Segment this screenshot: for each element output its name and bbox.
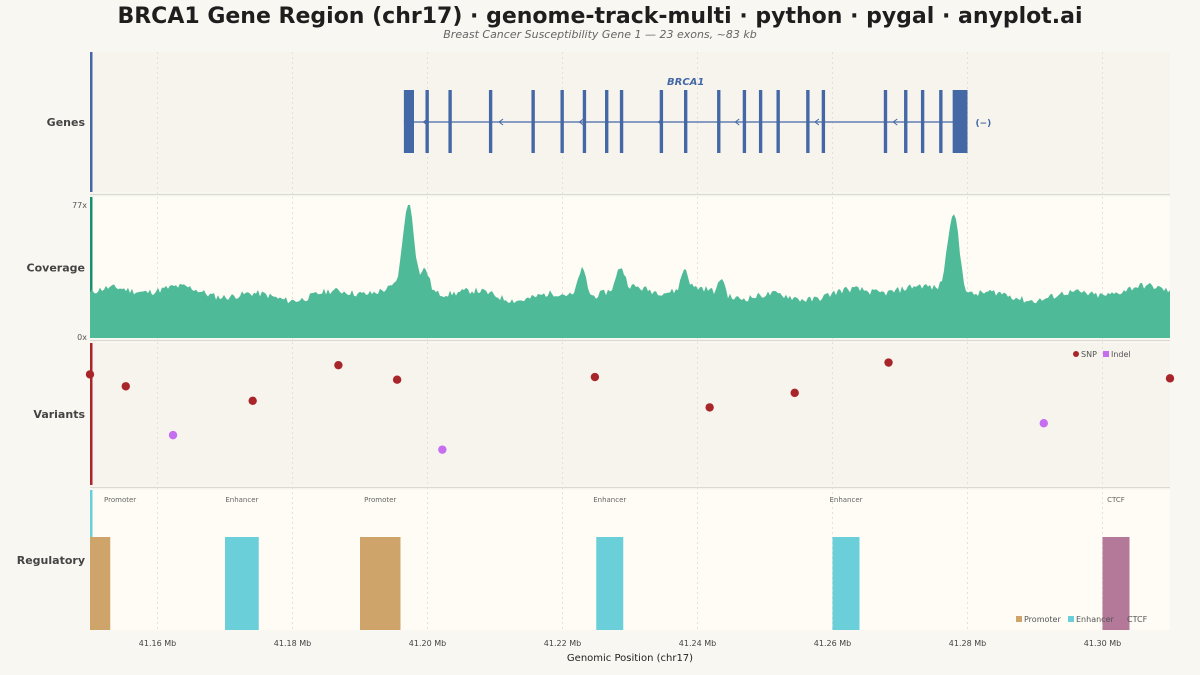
- strand-arrow: [422, 118, 428, 126]
- x-tick-label: 41.22 Mb: [544, 639, 581, 648]
- x-tick-label: 41.16 Mb: [139, 639, 176, 648]
- legend-enhancer-marker: [1068, 616, 1074, 622]
- regulatory-label: CTCF: [1107, 496, 1125, 504]
- x-tick-label: 41.28 Mb: [949, 639, 986, 648]
- gene-exon: [582, 90, 587, 153]
- strand-arrow: [498, 118, 504, 126]
- legend-snp-marker: [1073, 351, 1079, 357]
- gene-exon: [952, 90, 968, 153]
- regulatory-promoter: [90, 537, 111, 630]
- gene-exon: [776, 90, 780, 153]
- chart-title: BRCA1 Gene Region (chr17) · genome-track…: [117, 4, 1083, 29]
- regulatory-label: Promoter: [364, 496, 396, 504]
- legend-indel-label: Indel: [1111, 350, 1131, 359]
- snp-point: [1165, 374, 1175, 383]
- legend-snp-label: SNP: [1081, 350, 1097, 359]
- snp-point: [85, 370, 95, 379]
- chart-subtitle: Breast Cancer Susceptibility Gene 1 — 23…: [443, 28, 757, 41]
- track-label: Coverage: [27, 262, 85, 275]
- track-background: [90, 490, 1170, 630]
- track-accent-bar: [90, 52, 93, 192]
- legend-enhancer-label: Enhancer: [1076, 615, 1114, 624]
- snp-point: [121, 382, 130, 391]
- strand-arrow: [734, 118, 740, 126]
- track-accent-bar: [90, 197, 93, 338]
- track-background: [90, 343, 1170, 485]
- legend-ctcf-label: CTCF: [1127, 615, 1148, 624]
- regulatory-label: Enhancer: [829, 496, 862, 504]
- gene-exon: [684, 90, 688, 153]
- indel-point: [1039, 419, 1048, 428]
- gene-exon: [939, 90, 943, 153]
- regulatory-enhancer: [596, 537, 624, 630]
- legend-promoter-label: Promoter: [1024, 615, 1061, 624]
- gene-exon: [659, 90, 664, 153]
- gene-exon: [758, 90, 763, 153]
- gene-exon: [403, 90, 414, 153]
- strand-arrow: [657, 118, 663, 126]
- gene-name-label: BRCA1: [667, 77, 704, 88]
- x-tick-label: 41.18 Mb: [274, 639, 311, 648]
- regulatory-label: Enhancer: [593, 496, 626, 504]
- regulatory-promoter: [360, 537, 401, 630]
- strand-arrow: [814, 118, 820, 126]
- regulatory-enhancer: [832, 537, 860, 630]
- gene-exon: [717, 90, 721, 153]
- coverage-ymax-label: 77x: [72, 201, 87, 210]
- gene-exon: [448, 90, 452, 153]
- x-axis-label: Genomic Position (chr17): [567, 653, 693, 664]
- snp-point: [392, 375, 402, 384]
- snp-point: [884, 358, 893, 367]
- legend-ctcf-marker: [1119, 616, 1125, 622]
- gene-exon: [488, 90, 493, 153]
- strand-arrow: [892, 118, 898, 126]
- x-tick-label: 41.26 Mb: [814, 639, 851, 648]
- regulatory-label: Promoter: [104, 496, 136, 504]
- strand-arrow: [578, 118, 584, 126]
- indel-point: [438, 445, 447, 454]
- snp-point: [790, 388, 799, 398]
- gene-exon: [920, 90, 925, 153]
- gene-exon: [904, 90, 908, 153]
- track-label: Regulatory: [17, 554, 85, 567]
- regulatory-label: Enhancer: [225, 496, 258, 504]
- legend-promoter-marker: [1016, 616, 1022, 622]
- coverage-ymin-label: 0x: [77, 333, 87, 342]
- track-label: Variants: [33, 408, 85, 421]
- snp-point: [248, 396, 257, 405]
- gene-exon: [806, 90, 810, 153]
- gene-exon: [605, 90, 609, 153]
- track-accent-bar: [90, 343, 93, 485]
- gene-exon: [560, 90, 564, 153]
- gene-exon: [821, 90, 826, 153]
- regulatory-enhancer: [225, 537, 259, 630]
- snp-point: [334, 360, 343, 370]
- gene-exon: [742, 90, 747, 153]
- indel-point: [168, 430, 178, 440]
- gene-exon: [883, 90, 888, 153]
- x-tick-label: 41.30 Mb: [1084, 639, 1121, 648]
- track-label: Genes: [47, 116, 86, 129]
- gene-exon: [531, 90, 535, 153]
- x-tick-label: 41.24 Mb: [679, 639, 716, 648]
- coverage-area: [90, 205, 1170, 338]
- gene-exon: [425, 90, 429, 153]
- legend-indel-marker: [1103, 351, 1109, 357]
- strand-label: (−): [976, 119, 992, 129]
- gene-exon: [619, 90, 624, 153]
- x-tick-label: 41.20 Mb: [409, 639, 446, 648]
- snp-point: [590, 372, 600, 382]
- regulatory-ctcf: [1102, 537, 1130, 630]
- snp-point: [705, 403, 714, 412]
